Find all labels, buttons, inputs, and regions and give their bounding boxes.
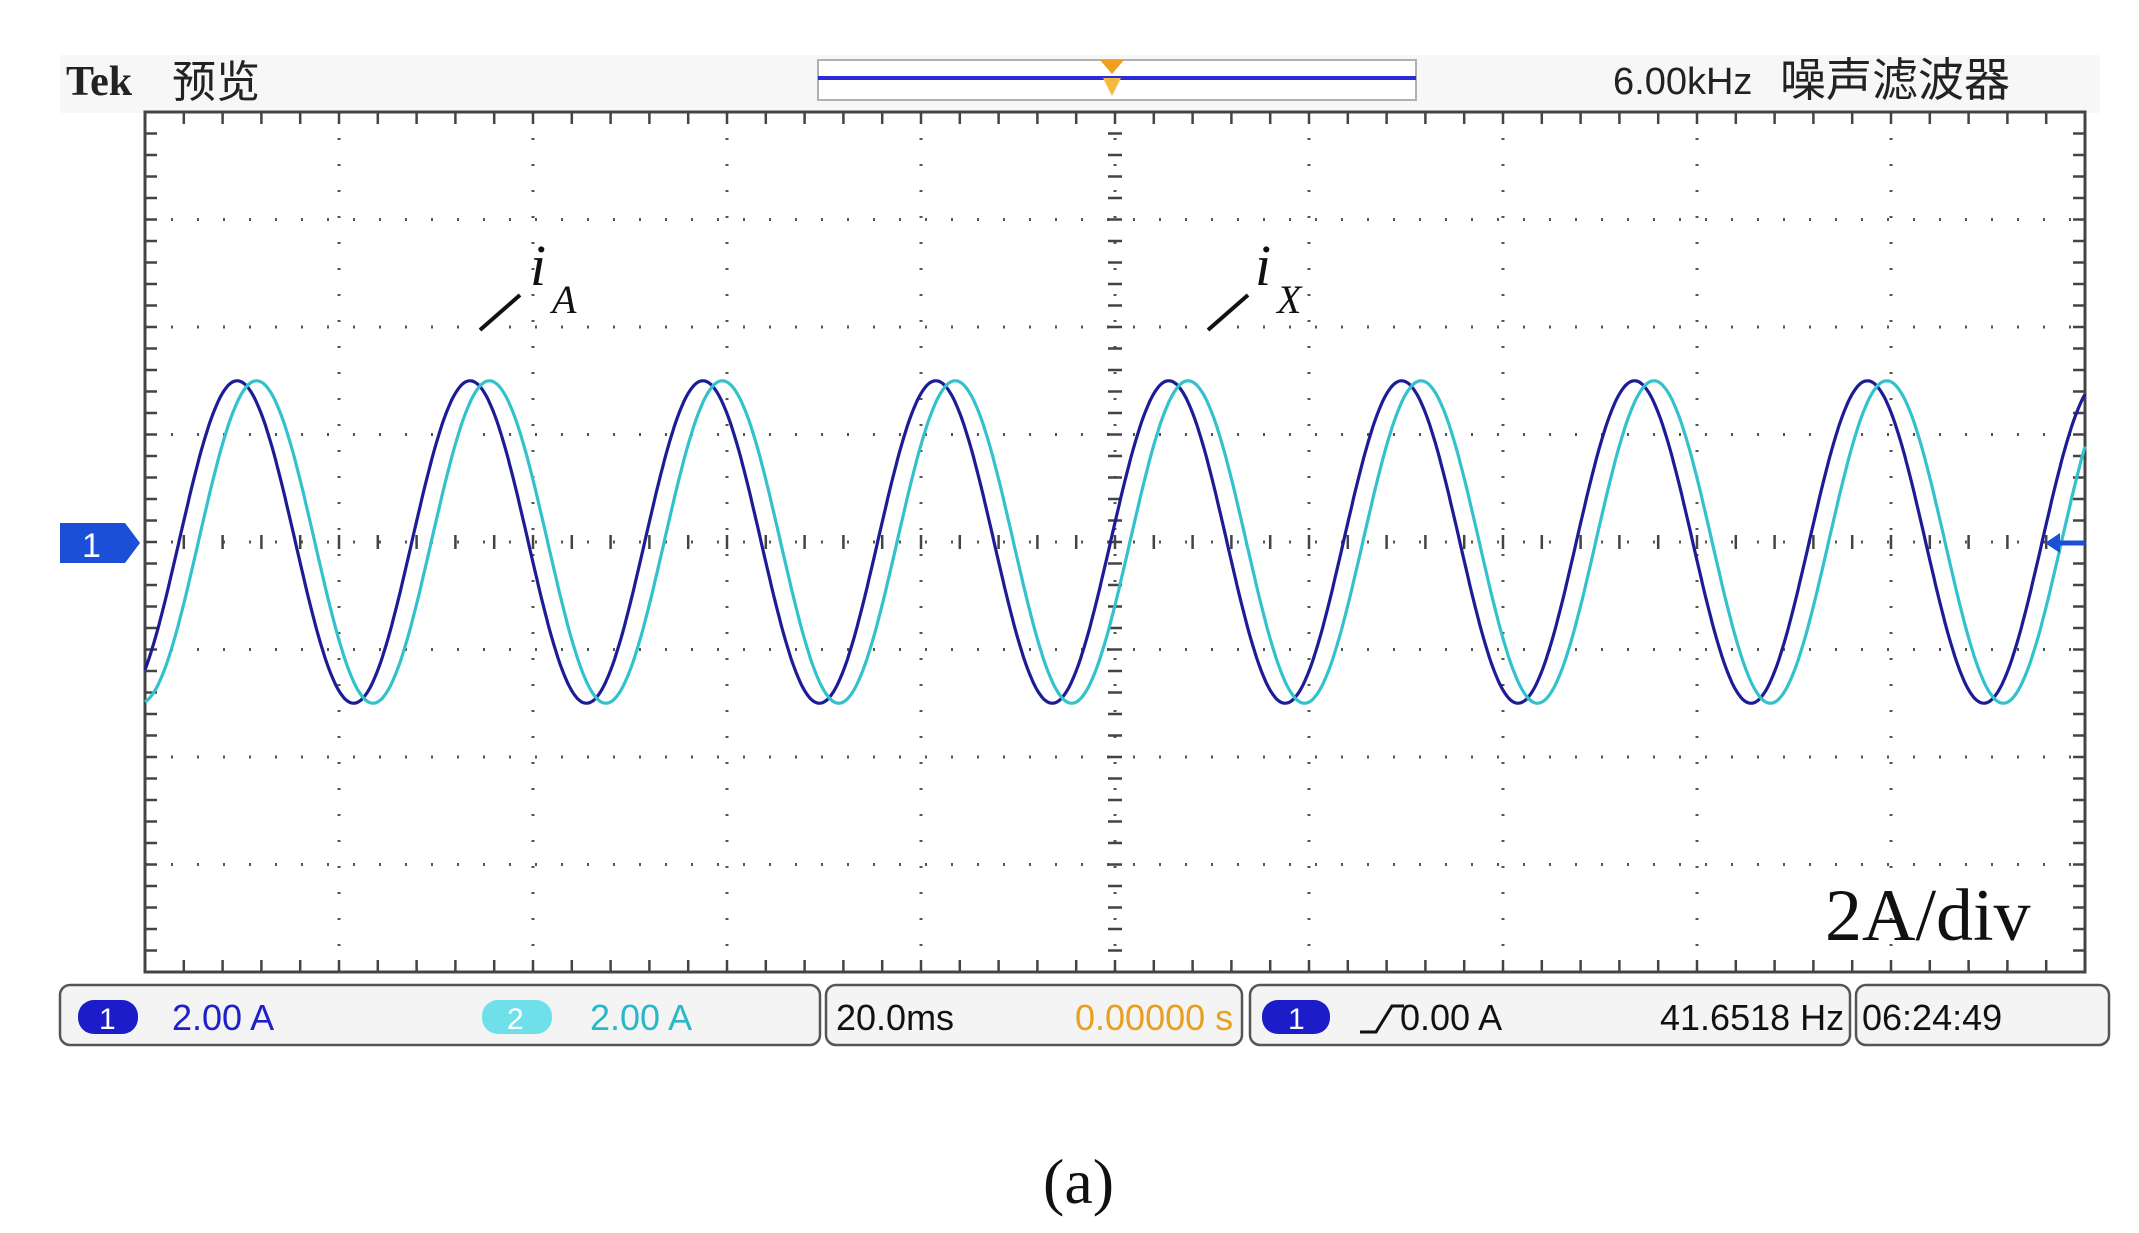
timebase-panel[interactable]: 20.0ms 0.00000 s bbox=[824, 983, 1244, 1047]
clock-time: 06:24:49 bbox=[1862, 997, 2002, 1038]
figure-caption: (a) bbox=[1043, 1146, 1114, 1217]
acquisition-mode: 预览 bbox=[172, 58, 260, 107]
trigger-position-icon bbox=[1100, 60, 1124, 74]
channel-scales-panel[interactable]: 1 2.00 A 2 2.00 A bbox=[58, 983, 822, 1047]
series-label-ia: i A bbox=[478, 233, 577, 332]
horizontal-position: 0.00000 s bbox=[1075, 997, 1233, 1038]
rising-edge-icon bbox=[1360, 1004, 1404, 1034]
ch2-badge-label: 2 bbox=[507, 1003, 524, 1036]
series-label-ix: i X bbox=[1206, 233, 1303, 332]
ch1-ground-marker[interactable]: 1 bbox=[60, 523, 140, 565]
trigger-source-badge[interactable] bbox=[1262, 1000, 1330, 1034]
scale-label: 2A/div bbox=[1825, 875, 2031, 957]
ch1-marker-label: 1 bbox=[82, 527, 101, 565]
ch2-scale: 2.00 A bbox=[590, 997, 692, 1038]
brand-logo: Tek bbox=[66, 59, 133, 105]
series-ia-subscript: A bbox=[549, 277, 577, 322]
plot-traces bbox=[143, 379, 2087, 705]
ch2-badge[interactable] bbox=[482, 1000, 552, 1034]
series-ia-name: i bbox=[530, 233, 546, 298]
status-bar: 1 2.00 A 2 2.00 A 20.0ms 0.00000 s 1 0.0… bbox=[58, 983, 2111, 1047]
series-ix-name: i bbox=[1255, 233, 1271, 298]
trigger-panel[interactable]: 1 0.00 A 41.6518 Hz bbox=[1248, 983, 1852, 1047]
record-view-bar[interactable] bbox=[817, 59, 1417, 101]
scope-header: Tek 预览 6.00kHz 噪声滤波器 bbox=[60, 54, 2100, 113]
trigger-level-icon bbox=[2045, 533, 2085, 553]
ch1-badge[interactable] bbox=[78, 1000, 138, 1034]
ch1-scale: 2.00 A bbox=[172, 997, 274, 1038]
trace-i-x bbox=[144, 379, 2087, 705]
trigger-source-label: 1 bbox=[1288, 1003, 1305, 1036]
ch1-badge-label: 1 bbox=[99, 1003, 116, 1036]
trigger-frequency: 41.6518 Hz bbox=[1660, 997, 1844, 1038]
trigger-level: 0.00 A bbox=[1400, 997, 1502, 1038]
series-ix-subscript: X bbox=[1275, 277, 1303, 322]
clock-panel: 06:24:49 bbox=[1854, 983, 2111, 1047]
filter-frequency: 6.00kHz bbox=[1613, 61, 1752, 103]
plot-grid bbox=[143, 110, 2087, 974]
timebase-value: 20.0ms bbox=[836, 997, 954, 1038]
filter-label: 噪声滤波器 bbox=[1780, 54, 2010, 106]
